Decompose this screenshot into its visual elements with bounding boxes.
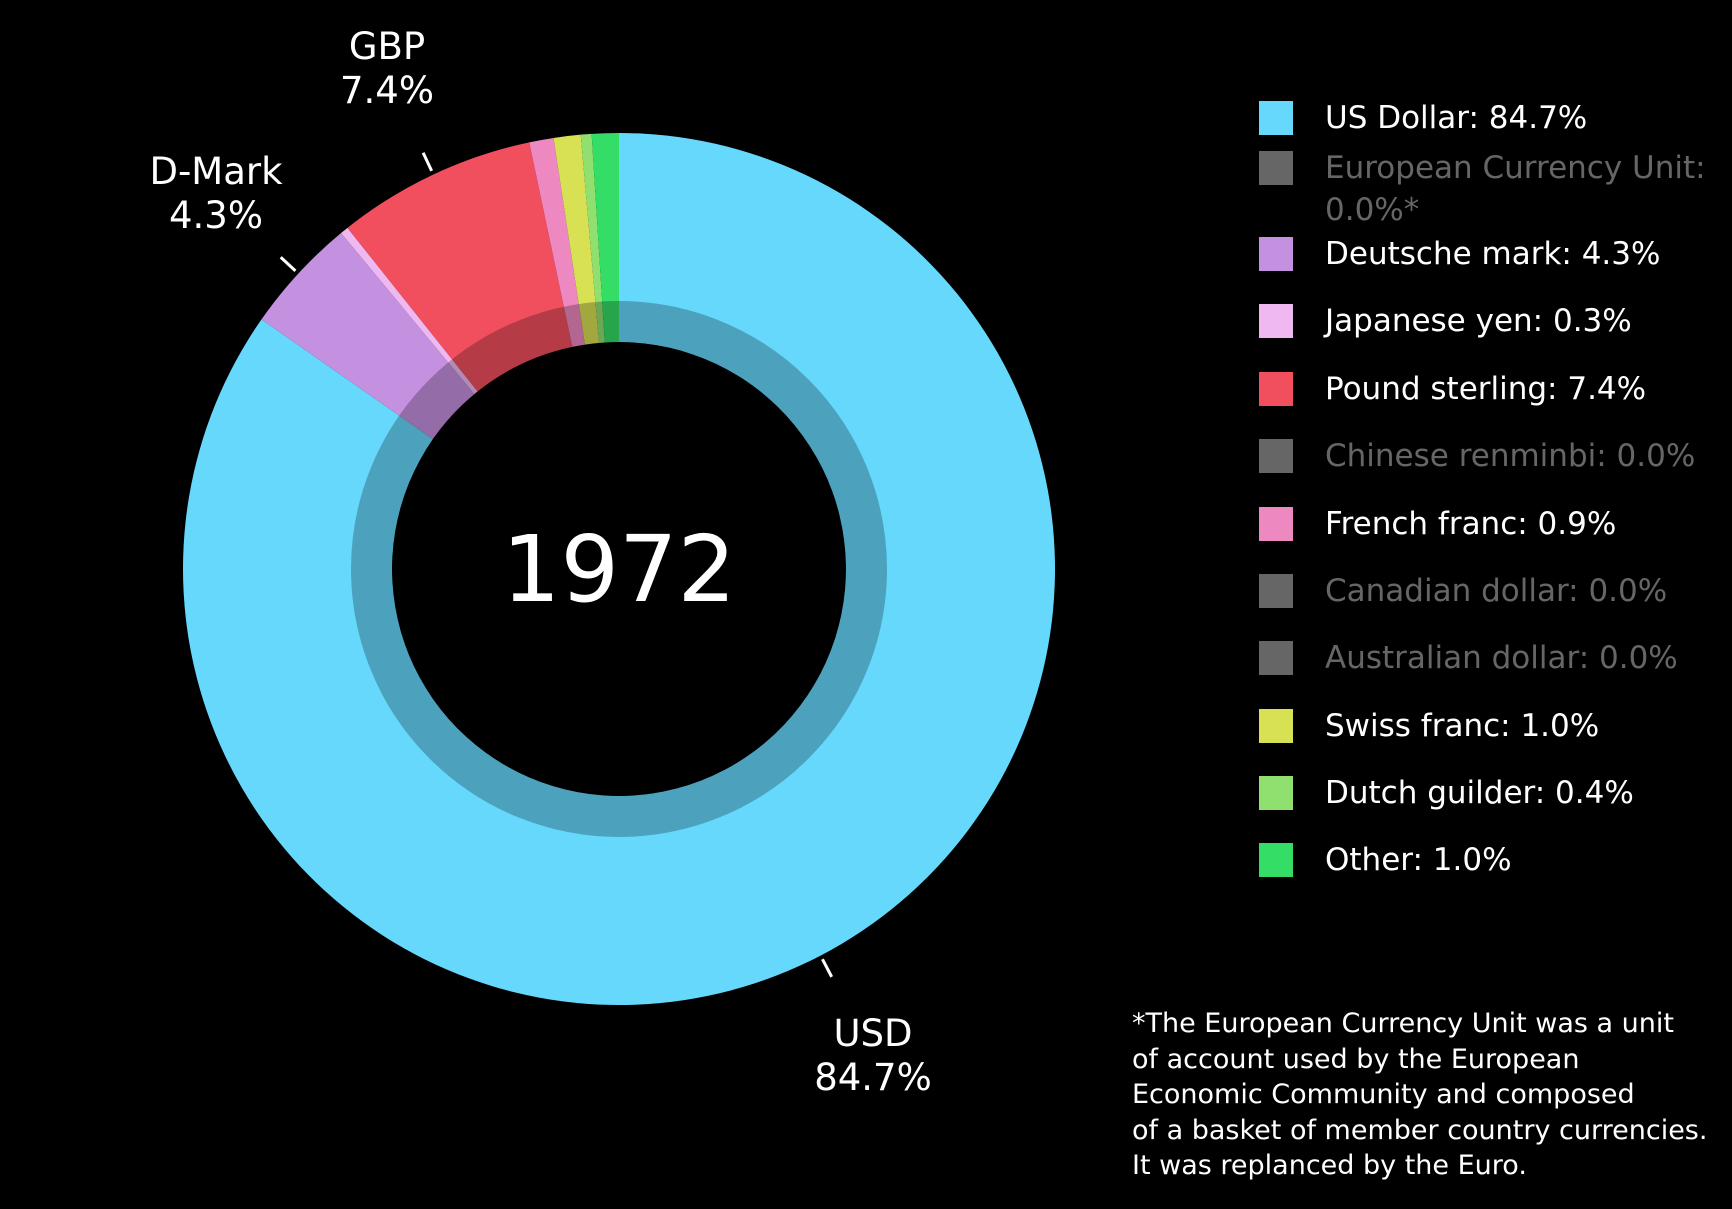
outer-label-value: 4.3% (169, 194, 263, 237)
legend-entry: European Currency Unit: 0.0%* (1325, 150, 1706, 228)
outer-label-name: GBP (349, 25, 425, 68)
legend-swatch (1259, 776, 1293, 810)
legend-entry: Chinese renminbi: 0.0% (1325, 438, 1696, 474)
slice (341, 227, 478, 395)
legend-swatch (1259, 151, 1293, 185)
legend-swatch (1259, 237, 1293, 271)
legend-entry: French franc: 0.9% (1325, 506, 1617, 542)
footnote-line: of account used by the European (1132, 1043, 1580, 1075)
slice (580, 133, 605, 343)
footnote-line: It was replanced by the Euro. (1132, 1150, 1527, 1181)
leader-tick (279, 256, 297, 272)
center-label: 1972 (502, 516, 736, 623)
inner-ring (351, 301, 887, 837)
legend-swatch (1259, 507, 1293, 541)
outer-label-value: 84.7% (814, 1056, 932, 1099)
legend-swatch (1259, 641, 1293, 675)
slice (182, 133, 1056, 1005)
slice (529, 137, 585, 347)
footnote-line: *The European Currency Unit was a unit (1132, 1008, 1674, 1039)
legend-swatch (1259, 372, 1293, 406)
leader-tick (821, 958, 834, 978)
legend-swatch (1259, 709, 1293, 743)
footnote-line: of a basket of member country currencies… (1132, 1114, 1708, 1146)
outer-label-name: USD (833, 1012, 912, 1055)
legend-entry: Japanese yen: 0.3% (1325, 303, 1632, 339)
outer-label-value: 7.4% (340, 69, 434, 112)
slice (553, 134, 600, 345)
legend-entry: Dutch guilder: 0.4% (1325, 775, 1634, 811)
legend-swatch (1259, 574, 1293, 608)
legend-entry: Swiss franc: 1.0% (1325, 708, 1600, 744)
slice (591, 133, 619, 343)
slice (347, 142, 573, 392)
legend-entry: Canadian dollar: 0.0% (1325, 573, 1668, 609)
slice (261, 233, 475, 440)
legend-swatch (1259, 304, 1293, 338)
legend-entry: Other: 1.0% (1325, 842, 1512, 878)
legend-swatch (1259, 101, 1293, 135)
legend-swatch (1259, 843, 1293, 877)
legend-entry: US Dollar: 84.7% (1325, 100, 1588, 136)
legend-entry: Deutsche mark: 4.3% (1325, 236, 1661, 272)
legend-entry: Pound sterling: 7.4% (1325, 371, 1647, 407)
leader-tick (421, 152, 434, 172)
legend-swatch (1259, 439, 1293, 473)
outer-label-name: D-Mark (149, 150, 283, 193)
legend-entry: Australian dollar: 0.0% (1325, 640, 1678, 676)
footnote-line: Economic Community and composed (1132, 1079, 1635, 1110)
